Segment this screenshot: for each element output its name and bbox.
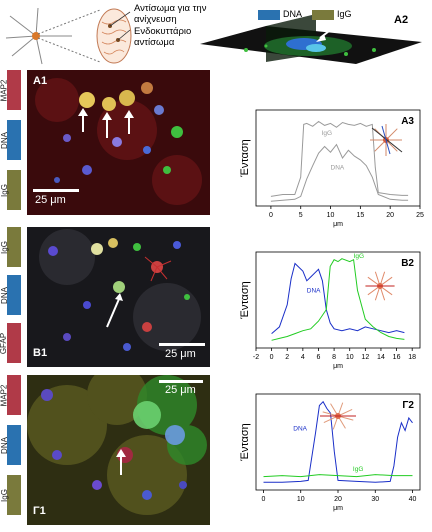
inset-cell-sketch xyxy=(320,402,356,430)
x-tick-label: 10 xyxy=(327,212,335,219)
g1-stain-swatch-1 xyxy=(7,375,21,415)
plot-frame xyxy=(255,251,421,349)
panel-b1-micrograph: B1 25 μm xyxy=(27,227,210,367)
x-tick-label: 12 xyxy=(361,354,369,361)
x-tick-label: 6 xyxy=(317,354,321,361)
legend-dna-label: DNA xyxy=(283,9,303,19)
b1-stain-label-2: DNA xyxy=(0,286,9,304)
x-tick-label: 2 xyxy=(285,354,289,361)
panel-a1-scale-bar xyxy=(33,189,79,192)
a1-stain-label-3: IgG xyxy=(0,183,9,197)
chart-a3: 0 5 10 15 20 25 μm Ένταση A3 IgG DNA xyxy=(239,109,424,228)
panel-a1-micrograph: A1 25 μm xyxy=(27,70,210,215)
x-tick-label: 16 xyxy=(393,354,401,361)
chart-g2: 0 10 20 30 40 μm Ένταση Γ2 DNA IgG xyxy=(239,393,421,512)
x-tick-label: 20 xyxy=(334,496,342,503)
b1-stain-swatch-1 xyxy=(7,227,21,267)
x-tick-label: 10 xyxy=(297,496,305,503)
x-axis-label: μm xyxy=(333,505,343,512)
x-tick-label: 4 xyxy=(301,354,305,361)
x-axis-label: μm xyxy=(333,363,343,370)
g1-stain-label-1: MAP2 xyxy=(0,384,9,406)
g1-stain-label-2: DNA xyxy=(0,436,9,454)
series-label-igg: IgG xyxy=(322,130,332,137)
b1-stain-swatch-3 xyxy=(7,323,21,363)
x-tick-label: 14 xyxy=(377,354,385,361)
x-tick-label: 0 xyxy=(270,354,274,361)
y-axis-label: Ένταση xyxy=(239,281,251,320)
y-axis-label: Ένταση xyxy=(239,139,251,178)
b1-stain-label-1: IgG xyxy=(0,240,9,254)
detection-antibody-label: Αντίσωμα για την ανίχνευση xyxy=(134,3,207,25)
x-tick-label: -2 xyxy=(253,354,259,361)
x-tick-label: 20 xyxy=(386,212,394,219)
panel-g1-micrograph: 25 μm Γ1 xyxy=(27,375,210,525)
x-tick-label: 0 xyxy=(269,212,273,219)
a1-stain-label-1: MAP2 xyxy=(0,79,9,101)
series-line-dna xyxy=(263,400,413,483)
x-tick-label: 18 xyxy=(408,354,416,361)
panel-g1-label: Γ1 xyxy=(33,505,46,517)
inset-cell-sketch xyxy=(365,271,395,301)
series-label-dna: DNA xyxy=(331,165,345,172)
legend-igg-label: IgG xyxy=(337,9,352,19)
plot-frame xyxy=(255,109,421,207)
inset-cell-sketch xyxy=(370,124,403,156)
b1-stain-label-3: GFAP xyxy=(0,332,9,354)
panel-a1-label: A1 xyxy=(33,75,48,87)
neuron-drawing xyxy=(5,7,132,65)
series-label-igg: IgG xyxy=(353,466,363,473)
x-tick-label: 15 xyxy=(356,212,364,219)
legend-dna-swatch xyxy=(258,10,280,20)
chart-title: Γ2 xyxy=(402,400,414,411)
x-tick-label: 25 xyxy=(416,212,424,219)
chart-title: B2 xyxy=(401,258,414,269)
a1-stain-swatch-1 xyxy=(7,70,21,110)
series-label-igg: IgG xyxy=(354,253,364,260)
x-tick-label: 5 xyxy=(299,212,303,219)
y-axis-label: Ένταση xyxy=(239,423,251,462)
series-line-igg xyxy=(271,258,405,341)
g1-stain-swatch-3 xyxy=(7,475,21,515)
a1-stain-swatch-2 xyxy=(7,120,21,160)
series-line-igg xyxy=(263,474,413,478)
series-line-dna xyxy=(270,143,409,202)
x-tick-label: 0 xyxy=(262,496,266,503)
panel-g1-scale-text: 25 μm xyxy=(165,384,196,396)
g1-stain-swatch-2 xyxy=(7,425,21,465)
panel-b1-scale-bar xyxy=(159,343,205,346)
series-label-dna: DNA xyxy=(293,425,307,432)
x-tick-label: 30 xyxy=(371,496,379,503)
panel-a2-3d-view xyxy=(196,4,430,74)
x-axis-label: μm xyxy=(333,221,343,228)
panel-b1-scale-text: 25 μm xyxy=(165,348,196,360)
series-label-dna: DNA xyxy=(307,287,321,294)
b1-stain-swatch-2 xyxy=(7,275,21,315)
chart-title: A3 xyxy=(401,116,414,127)
g1-stain-label-3: IgG xyxy=(0,488,9,502)
panel-g1-scale-bar xyxy=(159,380,203,383)
x-tick-label: 10 xyxy=(346,354,354,361)
a1-stain-swatch-3 xyxy=(7,170,21,210)
neuron-schematic xyxy=(2,2,212,66)
a1-stain-label-2: DNA xyxy=(0,131,9,149)
x-tick-label: 40 xyxy=(409,496,417,503)
x-tick-label: 8 xyxy=(332,354,336,361)
chart-b2: -2 0 2 4 6 8 10 12 14 16 18 μm Ένταση B2 DNA IgG xyxy=(239,251,421,370)
panel-a2-label: A2 xyxy=(394,14,409,26)
panel-b1-label: B1 xyxy=(33,347,48,359)
intracellular-antibody-label: Ενδοκυττάριο αντίσωμα xyxy=(134,26,192,48)
legend-igg-swatch xyxy=(312,10,334,20)
series-line-igg xyxy=(270,120,409,197)
panel-a1-scale-text: 25 μm xyxy=(35,194,66,206)
